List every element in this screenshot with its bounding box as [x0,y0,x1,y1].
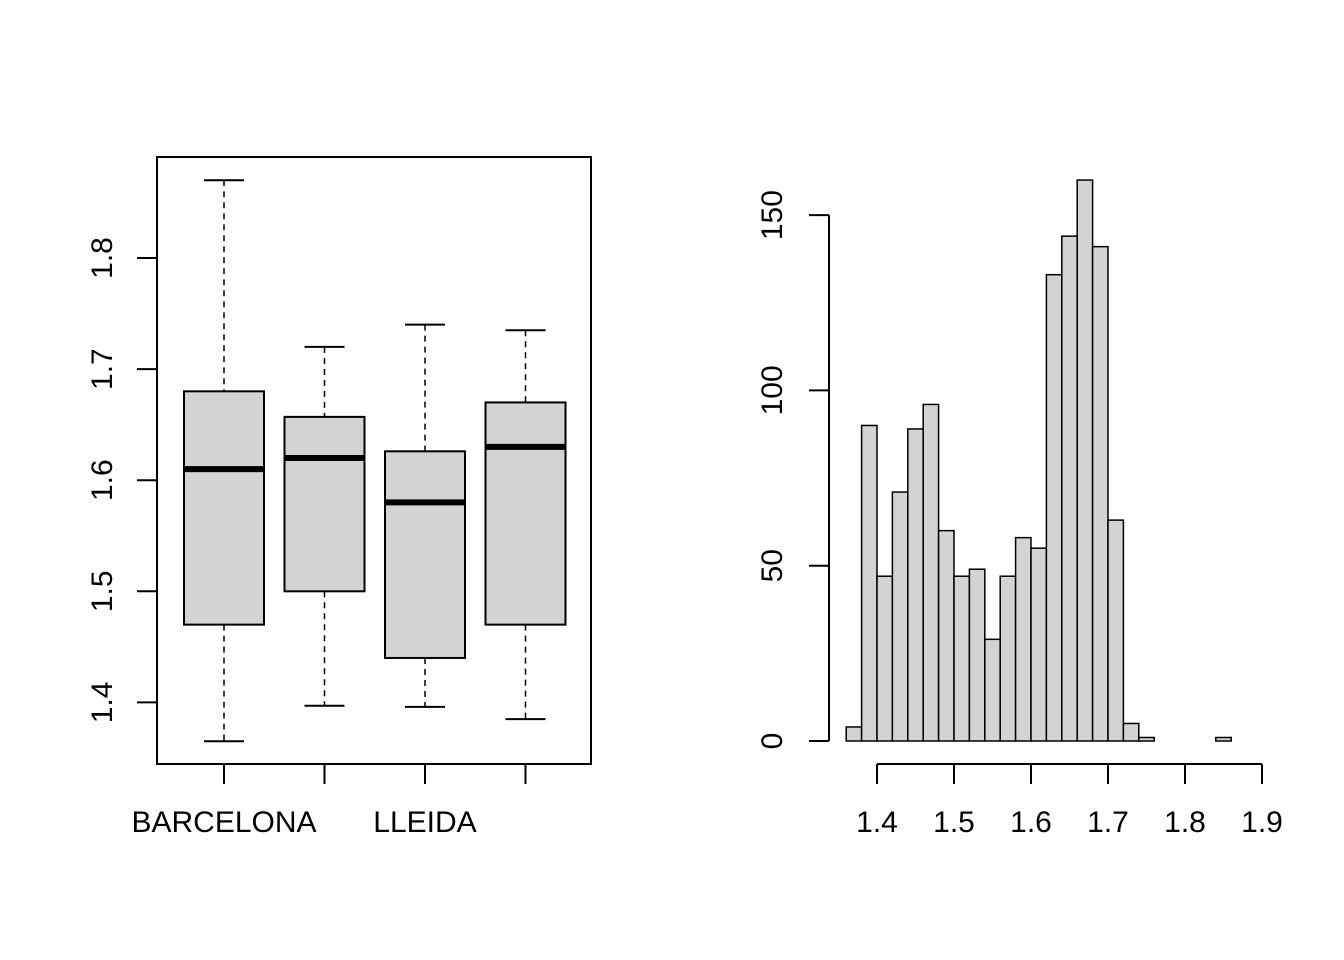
histogram-bar [937,529,955,742]
histogram-bar [968,568,986,742]
y-tick-label: 0 [756,733,789,750]
box-group [183,179,265,743]
boxplot-frame [156,156,592,765]
histogram-bar [1138,736,1155,742]
histogram-panel: 0 50 100 150 1.4 1.5 1.6 1.7 1.8 1.9 [756,179,1283,839]
boxplot-panel: BARCELONA LLEIDA 1.4 1.5 1.6 1.7 1.8 [86,156,592,839]
histogram-bar [1030,547,1048,742]
box-group [384,323,466,708]
histogram-bar [984,638,1001,742]
x-tick-label: 1.8 [1164,806,1206,839]
histogram-bar [1061,235,1078,742]
box [384,450,466,659]
histogram-bar [922,403,940,742]
histogram-bar [1215,736,1232,742]
y-tick-label: 100 [756,365,789,415]
histogram-bar [953,575,971,742]
histogram-bar [1122,722,1140,742]
histogram-bar [1091,245,1109,742]
histogram-bar [907,428,924,742]
histogram-bar [1045,273,1063,742]
x-tick-label: LLEIDA [373,806,476,839]
histogram-bar [1014,536,1032,742]
y-tick-label: 1.4 [86,682,119,724]
box-group [283,345,366,707]
y-tick-label: 1.5 [86,570,119,612]
x-tick-label: 1.5 [933,806,975,839]
box [283,415,366,593]
x-tick-label: 1.4 [856,806,898,839]
box [183,390,265,626]
histogram-bar [1107,519,1125,742]
histogram-bar [999,575,1017,742]
y-tick-label: 50 [756,549,789,582]
histogram-bar [1076,179,1094,742]
y-tick-label: 1.7 [86,348,119,390]
histogram-bar [891,491,909,742]
histogram-bar [860,424,878,742]
x-tick-label: 1.7 [1087,806,1129,839]
box [484,401,567,626]
y-tick-label: 150 [756,190,789,240]
x-tick-label: 1.6 [1010,806,1052,839]
x-tick-label: 1.9 [1241,806,1283,839]
y-tick-label: 1.6 [86,459,119,501]
histogram-bar [876,575,894,742]
y-tick-label: 1.8 [86,237,119,279]
box-group [484,329,567,721]
x-tick-label: BARCELONA [131,806,316,839]
histogram-bar [845,726,863,742]
